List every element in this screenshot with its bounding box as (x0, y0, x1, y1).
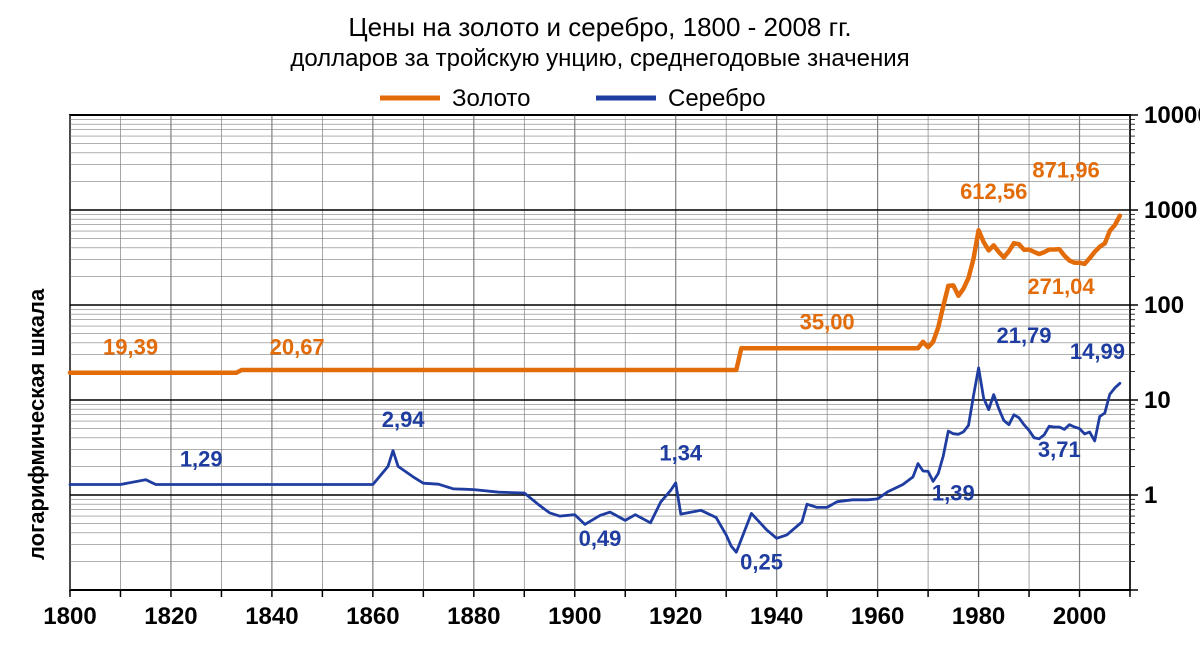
legend-label: Серебро (668, 85, 766, 112)
chart-subtitle: долларов за тройскую унцию, среднегодовы… (290, 45, 909, 72)
y-axis-title: логарифмическая шкала (24, 289, 50, 560)
x-tick-label: 1980 (952, 603, 1005, 630)
chart-container: 1800 1820 1840 1860 1880 1900 1920 1940 1960 1980… (0, 0, 1200, 645)
annotation: 3,71 (1038, 437, 1081, 462)
annotation: 20,67 (270, 335, 325, 360)
x-tick-label: 2000 (1053, 603, 1106, 630)
annotation: 1,34 (659, 441, 703, 466)
annotation: 871,96 (1032, 157, 1099, 182)
x-tick-label: 1860 (346, 603, 399, 630)
x-tick-label: 1960 (851, 603, 904, 630)
annotation: 19,39 (103, 335, 158, 360)
annotation: 612,56 (960, 179, 1027, 204)
x-tick-label: 1800 (43, 603, 96, 630)
y-tick-label: 1 (1144, 482, 1157, 509)
annotation: 1,29 (180, 446, 223, 471)
x-tick-label: 1900 (548, 603, 601, 630)
x-tick-label: 1880 (447, 603, 500, 630)
x-tick-label: 1940 (750, 603, 803, 630)
chart-svg: 1800 1820 1840 1860 1880 1900 1920 1940 1960 1980… (0, 0, 1200, 645)
x-tick-label: 1920 (649, 603, 702, 630)
annotation: 2,94 (382, 407, 426, 432)
annotation: 0,25 (740, 549, 783, 574)
y-tick-label: 10 (1144, 387, 1171, 414)
y-tick-label: 100 (1144, 292, 1184, 319)
annotation: 1,39 (932, 480, 975, 505)
x-tick-label: 1820 (144, 603, 197, 630)
legend-label: Золото (452, 85, 530, 112)
annotation: 35,00 (800, 310, 855, 335)
annotation: 271,04 (1027, 274, 1095, 299)
y-tick-label: 10000 (1144, 102, 1200, 129)
y-tick-label: 1000 (1144, 197, 1197, 224)
chart-title: Цены на золото и серебро, 1800 - 2008 гг… (348, 12, 851, 42)
x-tick-label: 1840 (245, 603, 298, 630)
annotation: 14,99 (1070, 339, 1125, 364)
annotation: 21,79 (996, 323, 1051, 348)
annotation: 0,49 (579, 526, 622, 551)
